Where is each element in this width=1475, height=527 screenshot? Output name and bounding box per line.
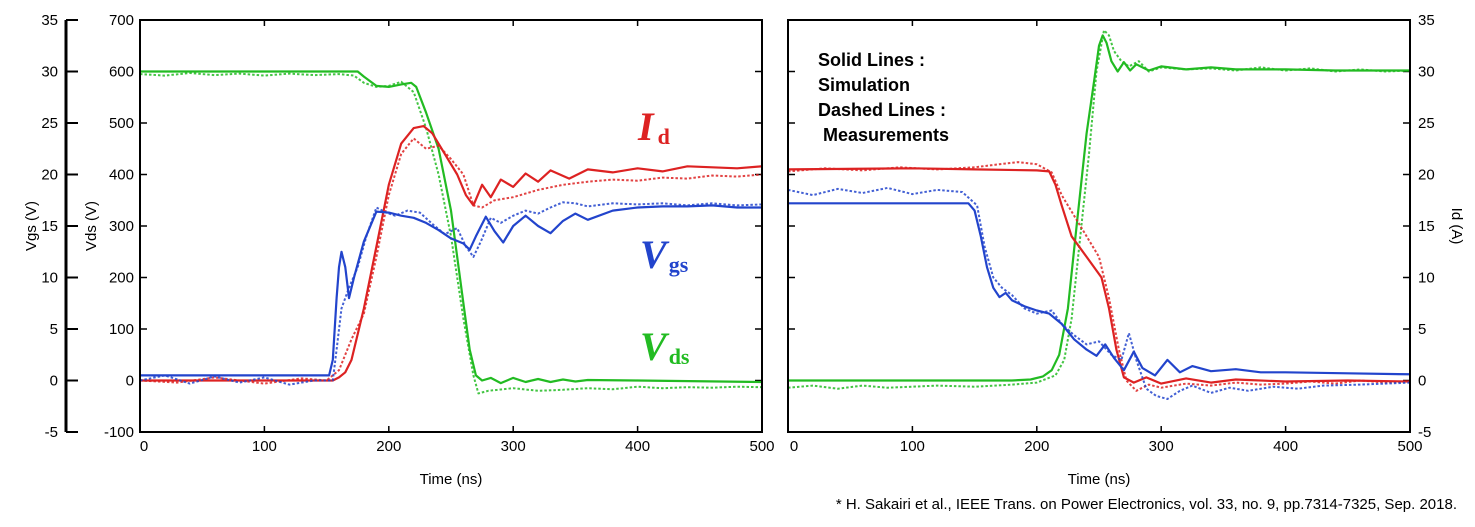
vgs-tick-label: 5 [50,321,58,338]
vgs-tick-label: 10 [41,270,58,287]
vgs-tick-label: 30 [41,64,58,81]
vds-tick-label: 200 [109,270,134,287]
vds-tick-label: 100 [109,321,134,338]
vds-dashed-line [789,29,1409,390]
legend-line-1: Solid Lines : [818,50,925,70]
vds-axis-label: Vds (V) [83,201,100,251]
vds-solid-line [141,70,761,385]
legend-line-2: Simulation [818,75,910,95]
vgs-tick-label: 20 [41,167,58,184]
id-tick-label: 30 [1418,64,1435,81]
vgs-tick-label: -5 [45,424,58,441]
id-axis-label: Id (A) [1448,208,1465,245]
citation: * H. Sakairi et al., IEEE Trans. on Powe… [835,496,1457,513]
id-tick-label: 0 [1418,373,1426,390]
id-solid-line [141,124,761,382]
x-tick-label: 300 [1149,438,1174,455]
legend-line-3: Dashed Lines : [818,100,946,120]
right-x-axis-label: Time (ns) [1068,471,1131,488]
vgs-tick-label: 15 [41,218,58,235]
x-tick-label: 500 [749,438,774,455]
x-tick-label: 300 [501,438,526,455]
vgs-tick-label: 35 [41,12,58,29]
left-plot-frame [139,19,763,433]
id-dashed-line [789,161,1409,392]
left-chart: 0 100 200 300 400 500 -5 0 5 10 15 20 25 30 35 -100 0 100… [23,12,775,488]
x-tick-label: 100 [900,438,925,455]
vds-tick-label: 400 [109,167,134,184]
id-tick-label: 5 [1418,321,1426,338]
vds-tick-label: 300 [109,218,134,235]
x-tick-label: 200 [376,438,401,455]
x-tick-label: 0 [140,438,148,455]
vds-tick-label: 600 [109,64,134,81]
x-tick-label: 200 [1024,438,1049,455]
vgs-axis-label: Vgs (V) [23,201,40,251]
x-tick-label: 0 [790,438,798,455]
id-tick-label: 15 [1418,218,1435,235]
vgs-dashed-line [141,201,761,386]
vgs-tick-label: 25 [41,115,58,132]
id-tick-label: 25 [1418,115,1435,132]
x-tick-label: 100 [252,438,277,455]
x-tick-label: 400 [1273,438,1298,455]
vgs-series-label: Vgs [640,232,689,277]
vds-tick-label: 0 [126,373,134,390]
id-dashed-line [141,137,761,385]
vgs-dashed-line [789,186,1409,400]
id-solid-line [789,167,1409,385]
vds-tick-label: -100 [104,424,134,441]
vgs-solid-line [141,204,761,377]
id-tick-label: -5 [1418,424,1431,441]
legend-line-4: Measurements [818,125,949,145]
id-tick-label: 20 [1418,167,1435,184]
id-tick-label: 35 [1418,12,1435,29]
vds-tick-label: 500 [109,115,134,132]
x-tick-label: 500 [1397,438,1422,455]
id-tick-label: 10 [1418,270,1435,287]
vgs-solid-line [789,202,1409,377]
vds-series-label: Vds [640,324,690,369]
left-x-axis-label: Time (ns) [420,471,483,488]
vds-tick-label: 700 [109,12,134,29]
vgs-tick-label: 0 [50,373,58,390]
x-tick-label: 400 [625,438,650,455]
